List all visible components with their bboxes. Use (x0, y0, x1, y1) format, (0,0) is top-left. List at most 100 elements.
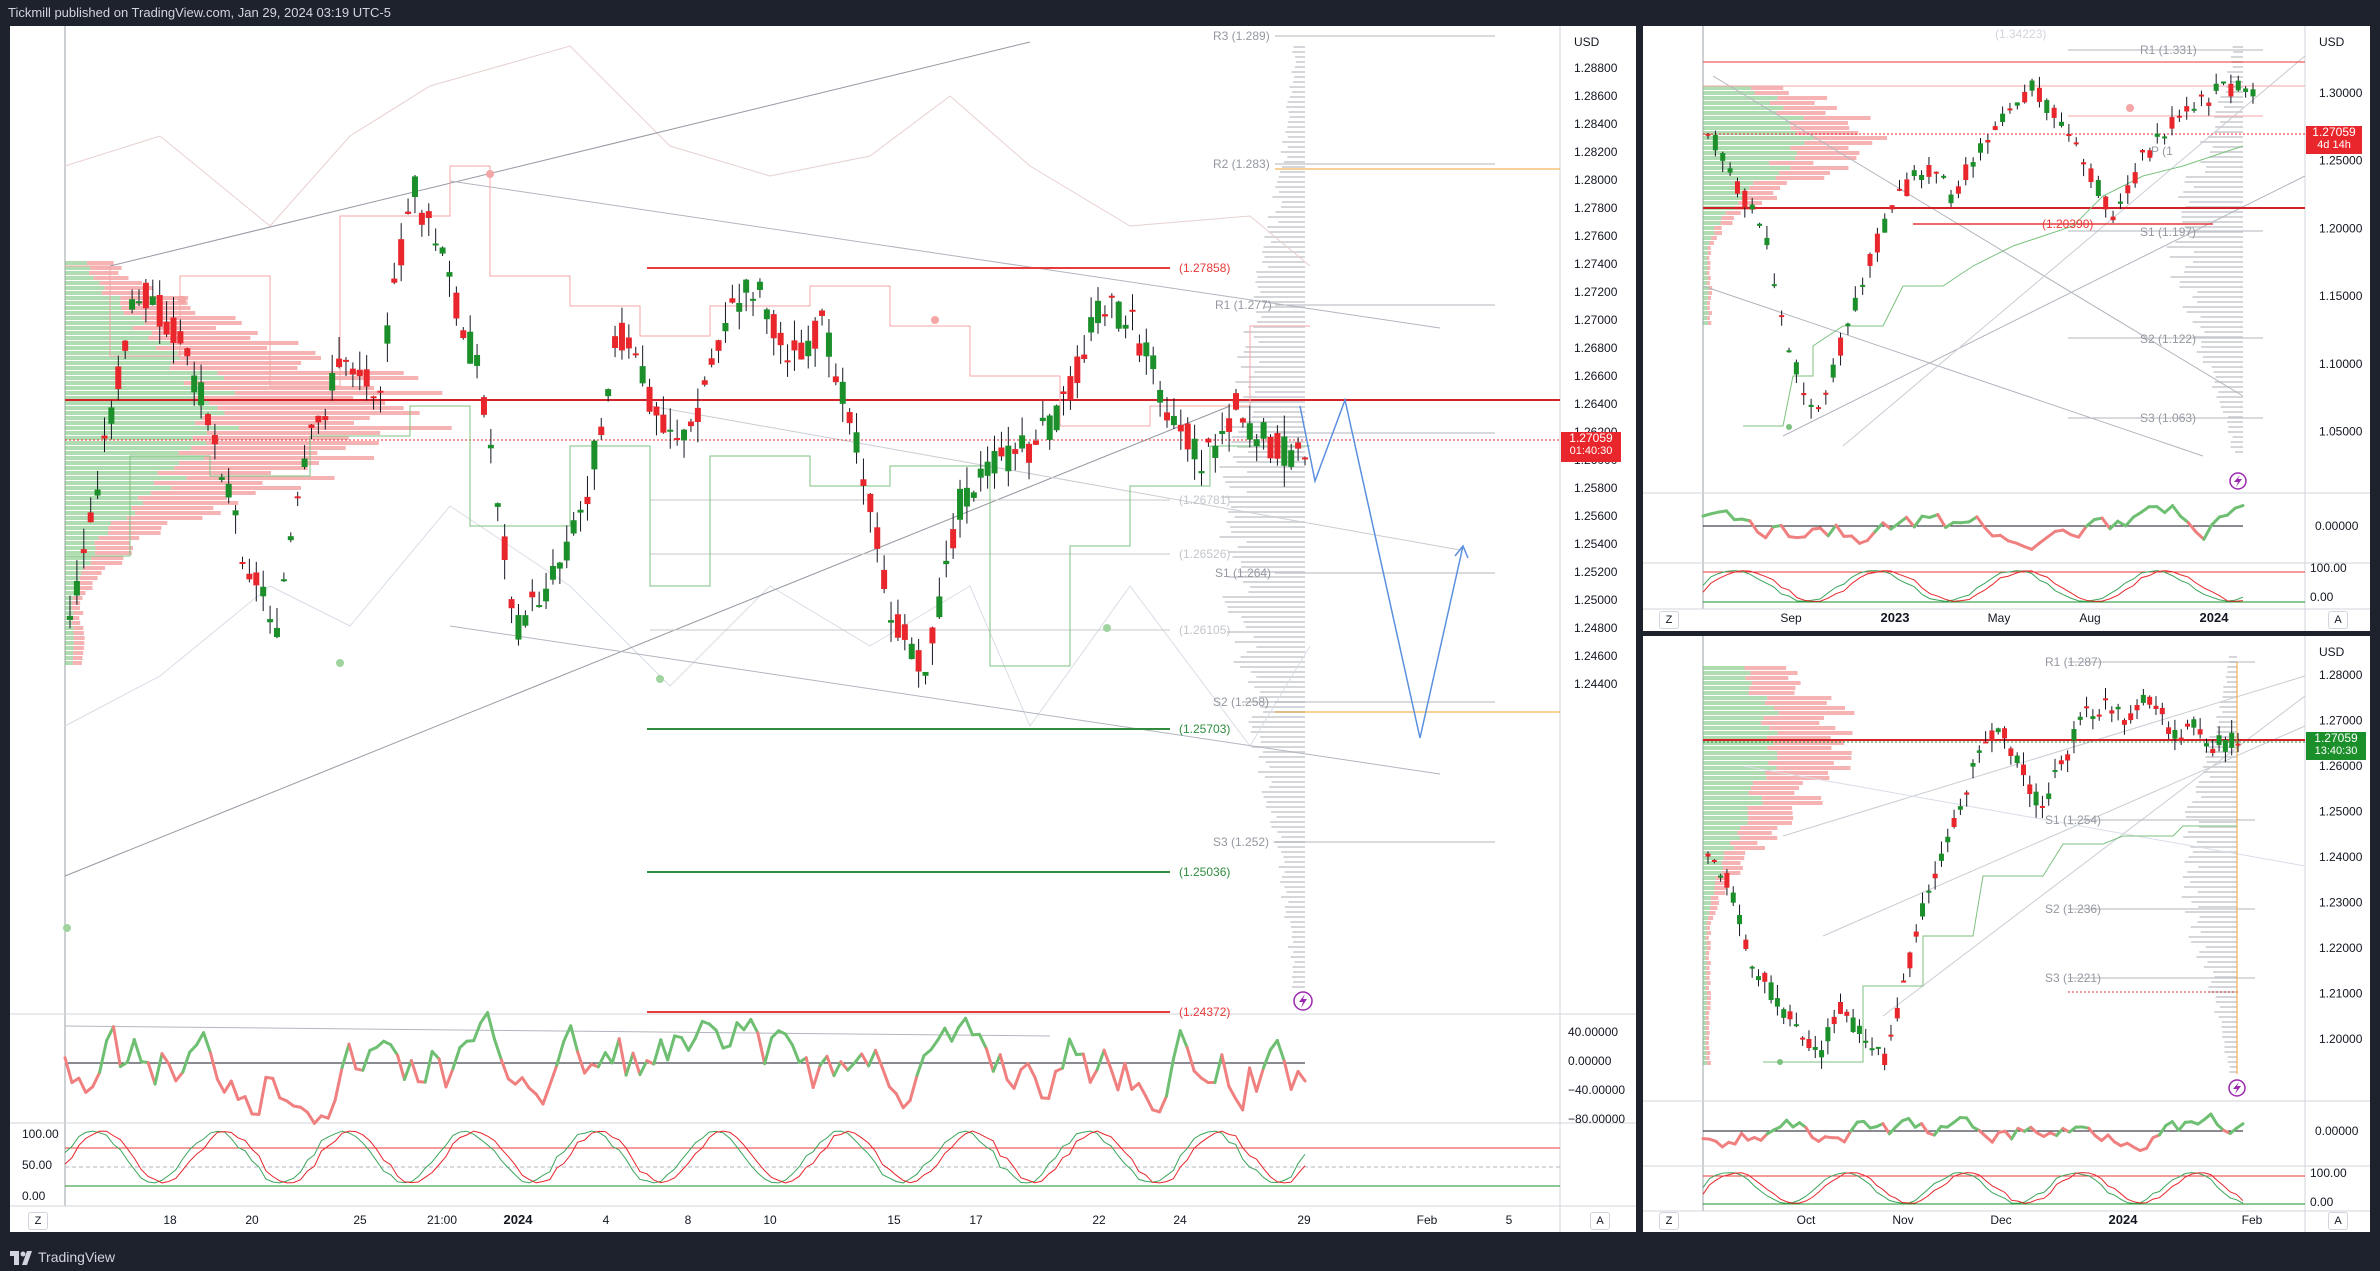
volume-bar-buy (1703, 771, 1766, 775)
trendline-lower-channel (64, 405, 1231, 877)
weekly-chart[interactable]: (1.34223) R1 (1.331) P (1 S1 (1.197) S2 … (1643, 26, 2370, 631)
date-tick-label: 25 (353, 1213, 367, 1227)
volume-bar-buy (1703, 121, 1790, 125)
oscillator-segment (1850, 534, 1862, 545)
daily-date-axis[interactable]: Oct Nov Dec 2024 Feb (1797, 1212, 2263, 1227)
zoom-toggle-button[interactable]: Z (1659, 611, 1679, 629)
candle-body (315, 415, 322, 423)
volume-bar (2204, 331, 2243, 333)
volume-bar (2218, 721, 2237, 723)
volume-bar (2224, 1046, 2237, 1048)
price-tick-label: 1.25400 (1574, 537, 1618, 551)
volume-bar-sell (1706, 1031, 1710, 1035)
auto-scale-button[interactable]: A (2328, 611, 2348, 629)
oscillator-segment (2106, 1133, 2116, 1144)
candle-body (1150, 355, 1157, 370)
oscillator-segment (499, 1058, 510, 1081)
main-chart[interactable]: R3 (1.289) R2 (1.283) R1 (1.277) S1 (1.2… (10, 26, 1636, 1232)
oscillator-segment (1033, 1075, 1044, 1100)
oscillator-segment (1804, 1125, 1814, 1139)
candle-body (2134, 705, 2140, 711)
tradingview-logo[interactable]: TradingView (10, 1244, 115, 1271)
candle-body (115, 366, 122, 390)
volume-bar-sell (73, 631, 84, 635)
volume-bar-sell (1795, 156, 1857, 160)
volume-bar-buy (65, 376, 224, 380)
daily-chart[interactable]: R1 (1.287) S1 (1.254) S2 (1.236) S3 (1.2… (1643, 636, 2370, 1232)
oscillator-segment (2038, 535, 2049, 545)
weekly-price-axis[interactable]: 1.30000 1.25000 1.20000 1.15000 1.10000 1.050… (2319, 86, 2363, 439)
candle-body (87, 512, 94, 523)
volume-bar (2213, 971, 2237, 973)
volume-bar (1277, 846, 1305, 848)
candle-body (991, 451, 998, 474)
candle-body (1019, 435, 1026, 449)
volume-bar-buy (65, 326, 133, 330)
volume-bar-buy (1703, 951, 1707, 955)
candle-body (681, 429, 688, 441)
candle-body (301, 458, 308, 468)
volume-bar-buy (1703, 981, 1707, 985)
lightning-icon[interactable] (2228, 1079, 2246, 1097)
date-tick-label: 17 (969, 1213, 983, 1227)
oscillator-segment (1241, 1066, 1252, 1112)
oscillator-segment (583, 1062, 593, 1075)
volume-bar (2191, 941, 2237, 943)
volume-bar-buy (65, 426, 240, 430)
volume-bar-buy (65, 511, 136, 515)
volume-bar-buy (1703, 201, 1739, 205)
volume-bar-buy (65, 531, 109, 535)
step-line-red (65, 165, 1310, 427)
candle-body (1295, 442, 1302, 449)
auto-scale-button[interactable]: A (2328, 1212, 2348, 1230)
price-axis[interactable]: 1.28800 1.28600 1.28400 1.28200 1.28000 1.278… (1574, 61, 1618, 691)
volume-bar-sell (95, 551, 132, 555)
candle-body (1122, 324, 1129, 329)
candle-body (577, 509, 584, 513)
oscillator-segment (181, 1050, 192, 1074)
volume-bar (2228, 656, 2237, 658)
daily-price-axis[interactable]: 1.28000 1.27000 1.26000 1.25000 1.24000 1.230… (2319, 668, 2363, 1046)
volume-bar (1229, 486, 1305, 488)
weekly-chart-panel[interactable]: (1.34223) R1 (1.331) P (1 S1 (1.197) S2 … (1643, 26, 2370, 631)
oscillator-segment (91, 1070, 102, 1089)
weekly-date-axis[interactable]: Sep 2023 May Aug 2024 (1780, 610, 2229, 625)
candle-body (1815, 407, 1821, 410)
oscillator-segment (977, 1032, 988, 1051)
volume-bar-sell (1777, 756, 1852, 760)
volume-bar-buy (65, 461, 180, 465)
volume-bar-sell (177, 351, 316, 355)
candle-body (832, 376, 839, 383)
volume-bar-sell (121, 306, 191, 310)
oscillator-segment (396, 1053, 406, 1081)
price-tick-label: 1.28000 (1574, 173, 1618, 187)
lightning-icon[interactable] (1293, 991, 1313, 1011)
candle-body (1205, 438, 1212, 443)
candle-body (977, 468, 984, 478)
volume-bar-sell (104, 286, 153, 290)
lightning-icon[interactable] (2229, 472, 2247, 490)
weekly-momentum (1701, 504, 2245, 551)
volume-bar (1244, 421, 1305, 423)
zoom-toggle-button[interactable]: Z (1659, 1212, 1679, 1230)
volume-bar (2196, 841, 2237, 843)
candle-body (1800, 1037, 1806, 1040)
volume-bar-sell (1776, 766, 1851, 770)
volume-bar-sell (1769, 161, 1814, 165)
candle-body (853, 432, 860, 453)
zoom-toggle-button[interactable]: Z (28, 1212, 48, 1230)
candle-body (494, 503, 501, 507)
volume-bar-sell (1796, 131, 1859, 135)
volume-bar-sell (148, 336, 251, 340)
volume-bar (1284, 916, 1305, 918)
auto-scale-button[interactable]: A (1590, 1212, 1610, 1230)
volume-bar (2193, 186, 2243, 188)
date-axis[interactable]: 18 20 25 21:00 2024 4 8 10 15 17 22 24 29 Feb 5 (163, 1212, 1512, 1227)
candle-body (998, 447, 1005, 457)
volume-bar (2227, 671, 2237, 673)
volume-bar (1281, 166, 1305, 168)
volume-bar-buy (1703, 961, 1707, 965)
daily-chart-panel[interactable]: R1 (1.287) S1 (1.254) S2 (1.236) S3 (1.2… (1643, 636, 2370, 1232)
weekly-volume-profile (1703, 86, 1888, 325)
main-chart-panel[interactable]: R3 (1.289) R2 (1.283) R1 (1.277) S1 (1.2… (10, 26, 1636, 1232)
